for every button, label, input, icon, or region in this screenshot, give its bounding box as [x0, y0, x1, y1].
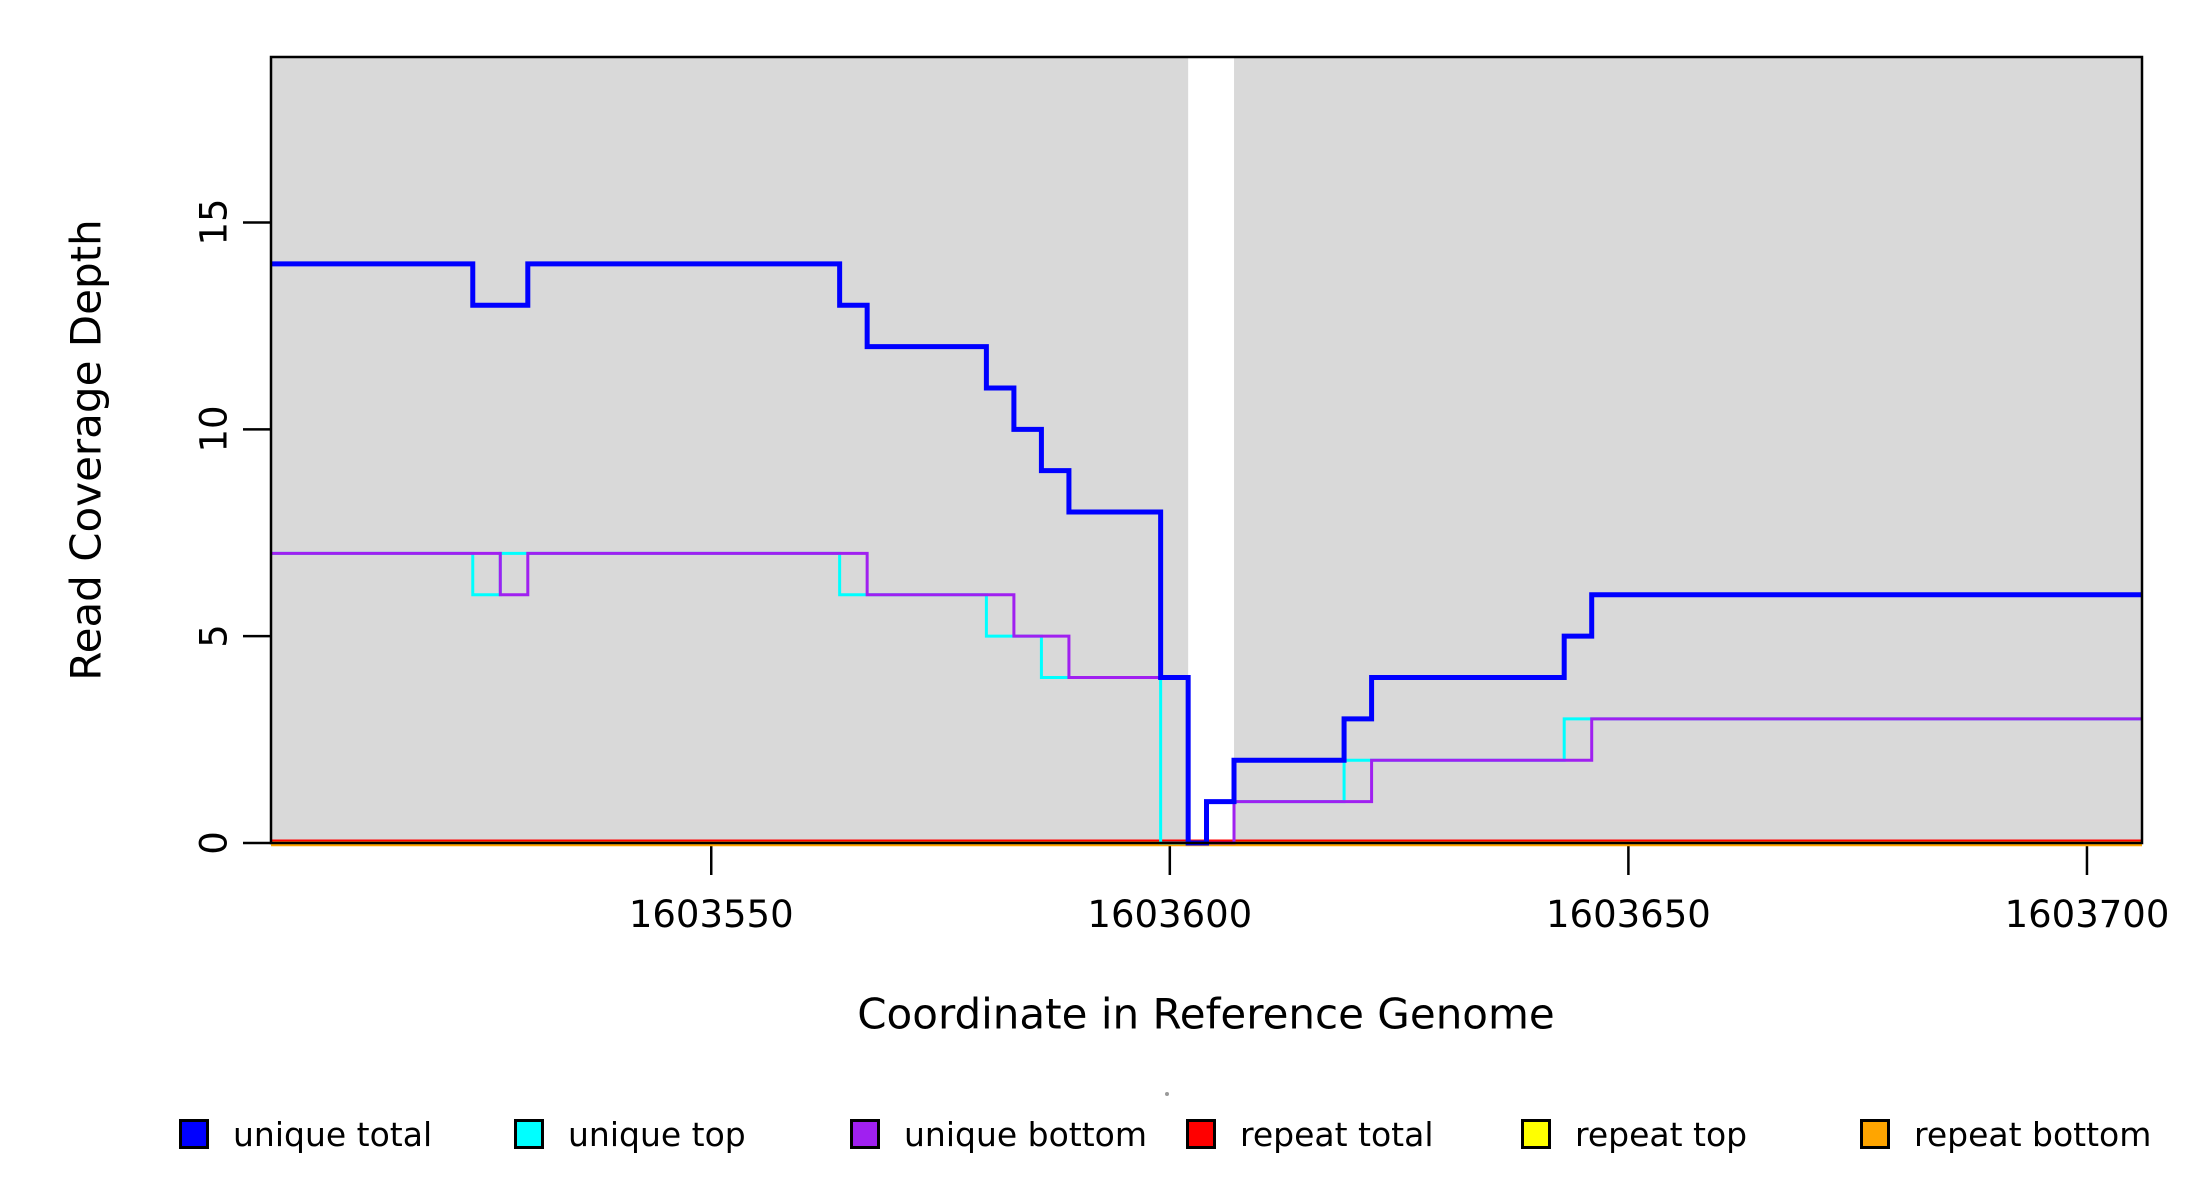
- x-tick-label-1603650: 1603650: [1545, 893, 1711, 936]
- x-tick-label-1603550: 1603550: [628, 893, 794, 936]
- series-line-unique-total: [271, 261, 2142, 846]
- series-line-unique-bottom: [271, 551, 2142, 845]
- legend-label-unique-top: unique top: [568, 1114, 746, 1154]
- legend-label-unique-total: unique total: [233, 1114, 433, 1154]
- legend-label-repeat-top: repeat top: [1575, 1114, 1748, 1154]
- y-tick-label-15: 15: [192, 198, 236, 247]
- legend-swatch-repeat-total: [1186, 1119, 1216, 1149]
- x-tick-label-1603600: 1603600: [1087, 893, 1253, 936]
- legend-swatch-unique-total: [179, 1119, 209, 1149]
- legend-item-unique-top: unique top: [514, 1114, 746, 1154]
- legend-label-unique-bottom: unique bottom: [904, 1114, 1148, 1154]
- plot-shaded-region-0: [271, 57, 1189, 843]
- legend-label-repeat-total: repeat total: [1240, 1114, 1434, 1154]
- legend-swatch-repeat-bottom: [1860, 1119, 1890, 1149]
- legend-item-unique-total: unique total: [179, 1114, 432, 1154]
- y-tick-label-10: 10: [192, 405, 236, 453]
- legend-item-repeat-top: repeat top: [1521, 1114, 1747, 1154]
- x-axis-title: Coordinate in Reference Genome: [857, 989, 1555, 1039]
- y-tick-label-0: 0: [192, 831, 236, 855]
- legend-item-repeat-total: repeat total: [1186, 1114, 1434, 1154]
- legend-swatch-unique-bottom: [850, 1119, 880, 1149]
- stray-dot-artifact: [1165, 1092, 1169, 1096]
- legend-item-unique-bottom: unique bottom: [850, 1114, 1147, 1154]
- y-tick-label-5: 5: [192, 624, 236, 648]
- y-axis-title: Read Coverage Depth: [61, 219, 111, 681]
- legend-label-repeat-bottom: repeat bottom: [1914, 1114, 2152, 1154]
- x-tick-label-1603700: 1603700: [2004, 893, 2170, 936]
- plot-border: [269, 55, 2144, 845]
- legend-swatch-repeat-top: [1521, 1119, 1551, 1149]
- legend-swatch-unique-top: [514, 1119, 544, 1149]
- plot-shaded-region-1: [1234, 57, 2142, 843]
- legend-item-repeat-bottom: repeat bottom: [1860, 1114, 2151, 1154]
